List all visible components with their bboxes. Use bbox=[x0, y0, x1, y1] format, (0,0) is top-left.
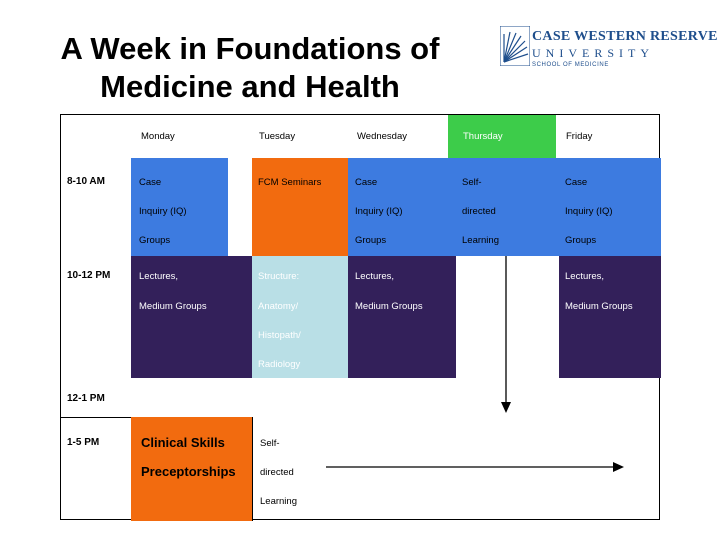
header-friday: Friday bbox=[566, 131, 593, 142]
slide-title: A Week in Foundations of Medicine and He… bbox=[0, 30, 500, 106]
midday-friday-text: Medium Groups bbox=[565, 301, 633, 312]
arrows-layer bbox=[326, 256, 624, 472]
block-midday-tuesday bbox=[252, 256, 348, 378]
time-1-5pm: 1-5 PM bbox=[67, 437, 100, 448]
university-logo: CASE WESTERN RESERVE UNIVERSITY SCHOOL O… bbox=[500, 26, 717, 72]
header-tuesday: Tuesday bbox=[259, 131, 296, 142]
logo-line-2: UNIVERSITY bbox=[532, 46, 654, 60]
midday-tuesday-text: Anatomy/ bbox=[258, 301, 299, 312]
title-line-2: Medicine and Health bbox=[100, 69, 400, 104]
header-monday: Monday bbox=[141, 131, 175, 142]
logo-line-3: SCHOOL OF MEDICINE bbox=[532, 62, 609, 68]
logo-line-1: CASE WESTERN RESERVE bbox=[532, 29, 718, 44]
pm-monday-text: Clinical Skills bbox=[141, 435, 225, 450]
midday-tuesday-text: Structure: bbox=[258, 271, 300, 282]
am-monday-text: Groups bbox=[139, 235, 171, 246]
block-pm-monday bbox=[131, 417, 252, 521]
schedule-grid: Monday Tuesday Wednesday Thursday Friday… bbox=[60, 114, 661, 521]
pm-tuesday-text: Self- bbox=[260, 438, 280, 449]
am-thursday-text: directed bbox=[462, 206, 496, 217]
header-thursday: Thursday bbox=[463, 131, 503, 142]
title-line-1: A Week in Foundations of bbox=[60, 31, 440, 66]
header-wednesday: Wednesday bbox=[357, 131, 407, 142]
lunch-divider-line bbox=[61, 417, 131, 418]
midday-monday-text: Lectures, bbox=[139, 271, 179, 282]
pm-tuesday-text: Learning bbox=[260, 496, 297, 507]
right-arrow-icon bbox=[326, 462, 624, 472]
am-wednesday-text: Inquiry (IQ) bbox=[355, 206, 403, 217]
midday-friday-text: Lectures, bbox=[565, 271, 605, 282]
midday-tuesday-text: Radiology bbox=[258, 359, 301, 370]
block-am-wed-fri bbox=[348, 158, 661, 256]
time-12-1pm: 12-1 PM bbox=[67, 393, 105, 404]
midday-tuesday-text: Histopath/ bbox=[258, 330, 301, 341]
pm-divider-line bbox=[252, 417, 253, 521]
time-10-12pm: 10-12 PM bbox=[67, 270, 111, 281]
am-thursday-text: Self- bbox=[462, 177, 482, 188]
block-midday-thursday bbox=[456, 256, 559, 378]
pm-tuesday-text: directed bbox=[260, 467, 294, 478]
down-arrow-icon bbox=[501, 256, 511, 413]
midday-wednesday-text: Lectures, bbox=[355, 271, 395, 282]
am-wednesday-text: Case bbox=[355, 177, 378, 188]
time-8-10am: 8-10 AM bbox=[67, 176, 105, 187]
am-friday-text: Case bbox=[565, 177, 588, 188]
block-midday-monday bbox=[131, 256, 252, 378]
am-wednesday-text: Groups bbox=[355, 235, 387, 246]
block-am-monday bbox=[131, 158, 228, 256]
logo-fan-icon bbox=[500, 26, 530, 66]
pm-monday-text: Preceptorships bbox=[141, 464, 236, 479]
block-thursday-header bbox=[448, 115, 556, 158]
am-thursday-text: Learning bbox=[462, 235, 499, 246]
am-monday-text: Case bbox=[139, 177, 162, 188]
am-tuesday-text: FCM Seminars bbox=[258, 177, 322, 188]
am-monday-text: Inquiry (IQ) bbox=[139, 206, 187, 217]
am-friday-text: Groups bbox=[565, 235, 597, 246]
block-am-tuesday bbox=[252, 158, 348, 256]
am-friday-text: Inquiry (IQ) bbox=[565, 206, 613, 217]
midday-wednesday-text: Medium Groups bbox=[355, 301, 423, 312]
midday-monday-text: Medium Groups bbox=[139, 301, 207, 312]
